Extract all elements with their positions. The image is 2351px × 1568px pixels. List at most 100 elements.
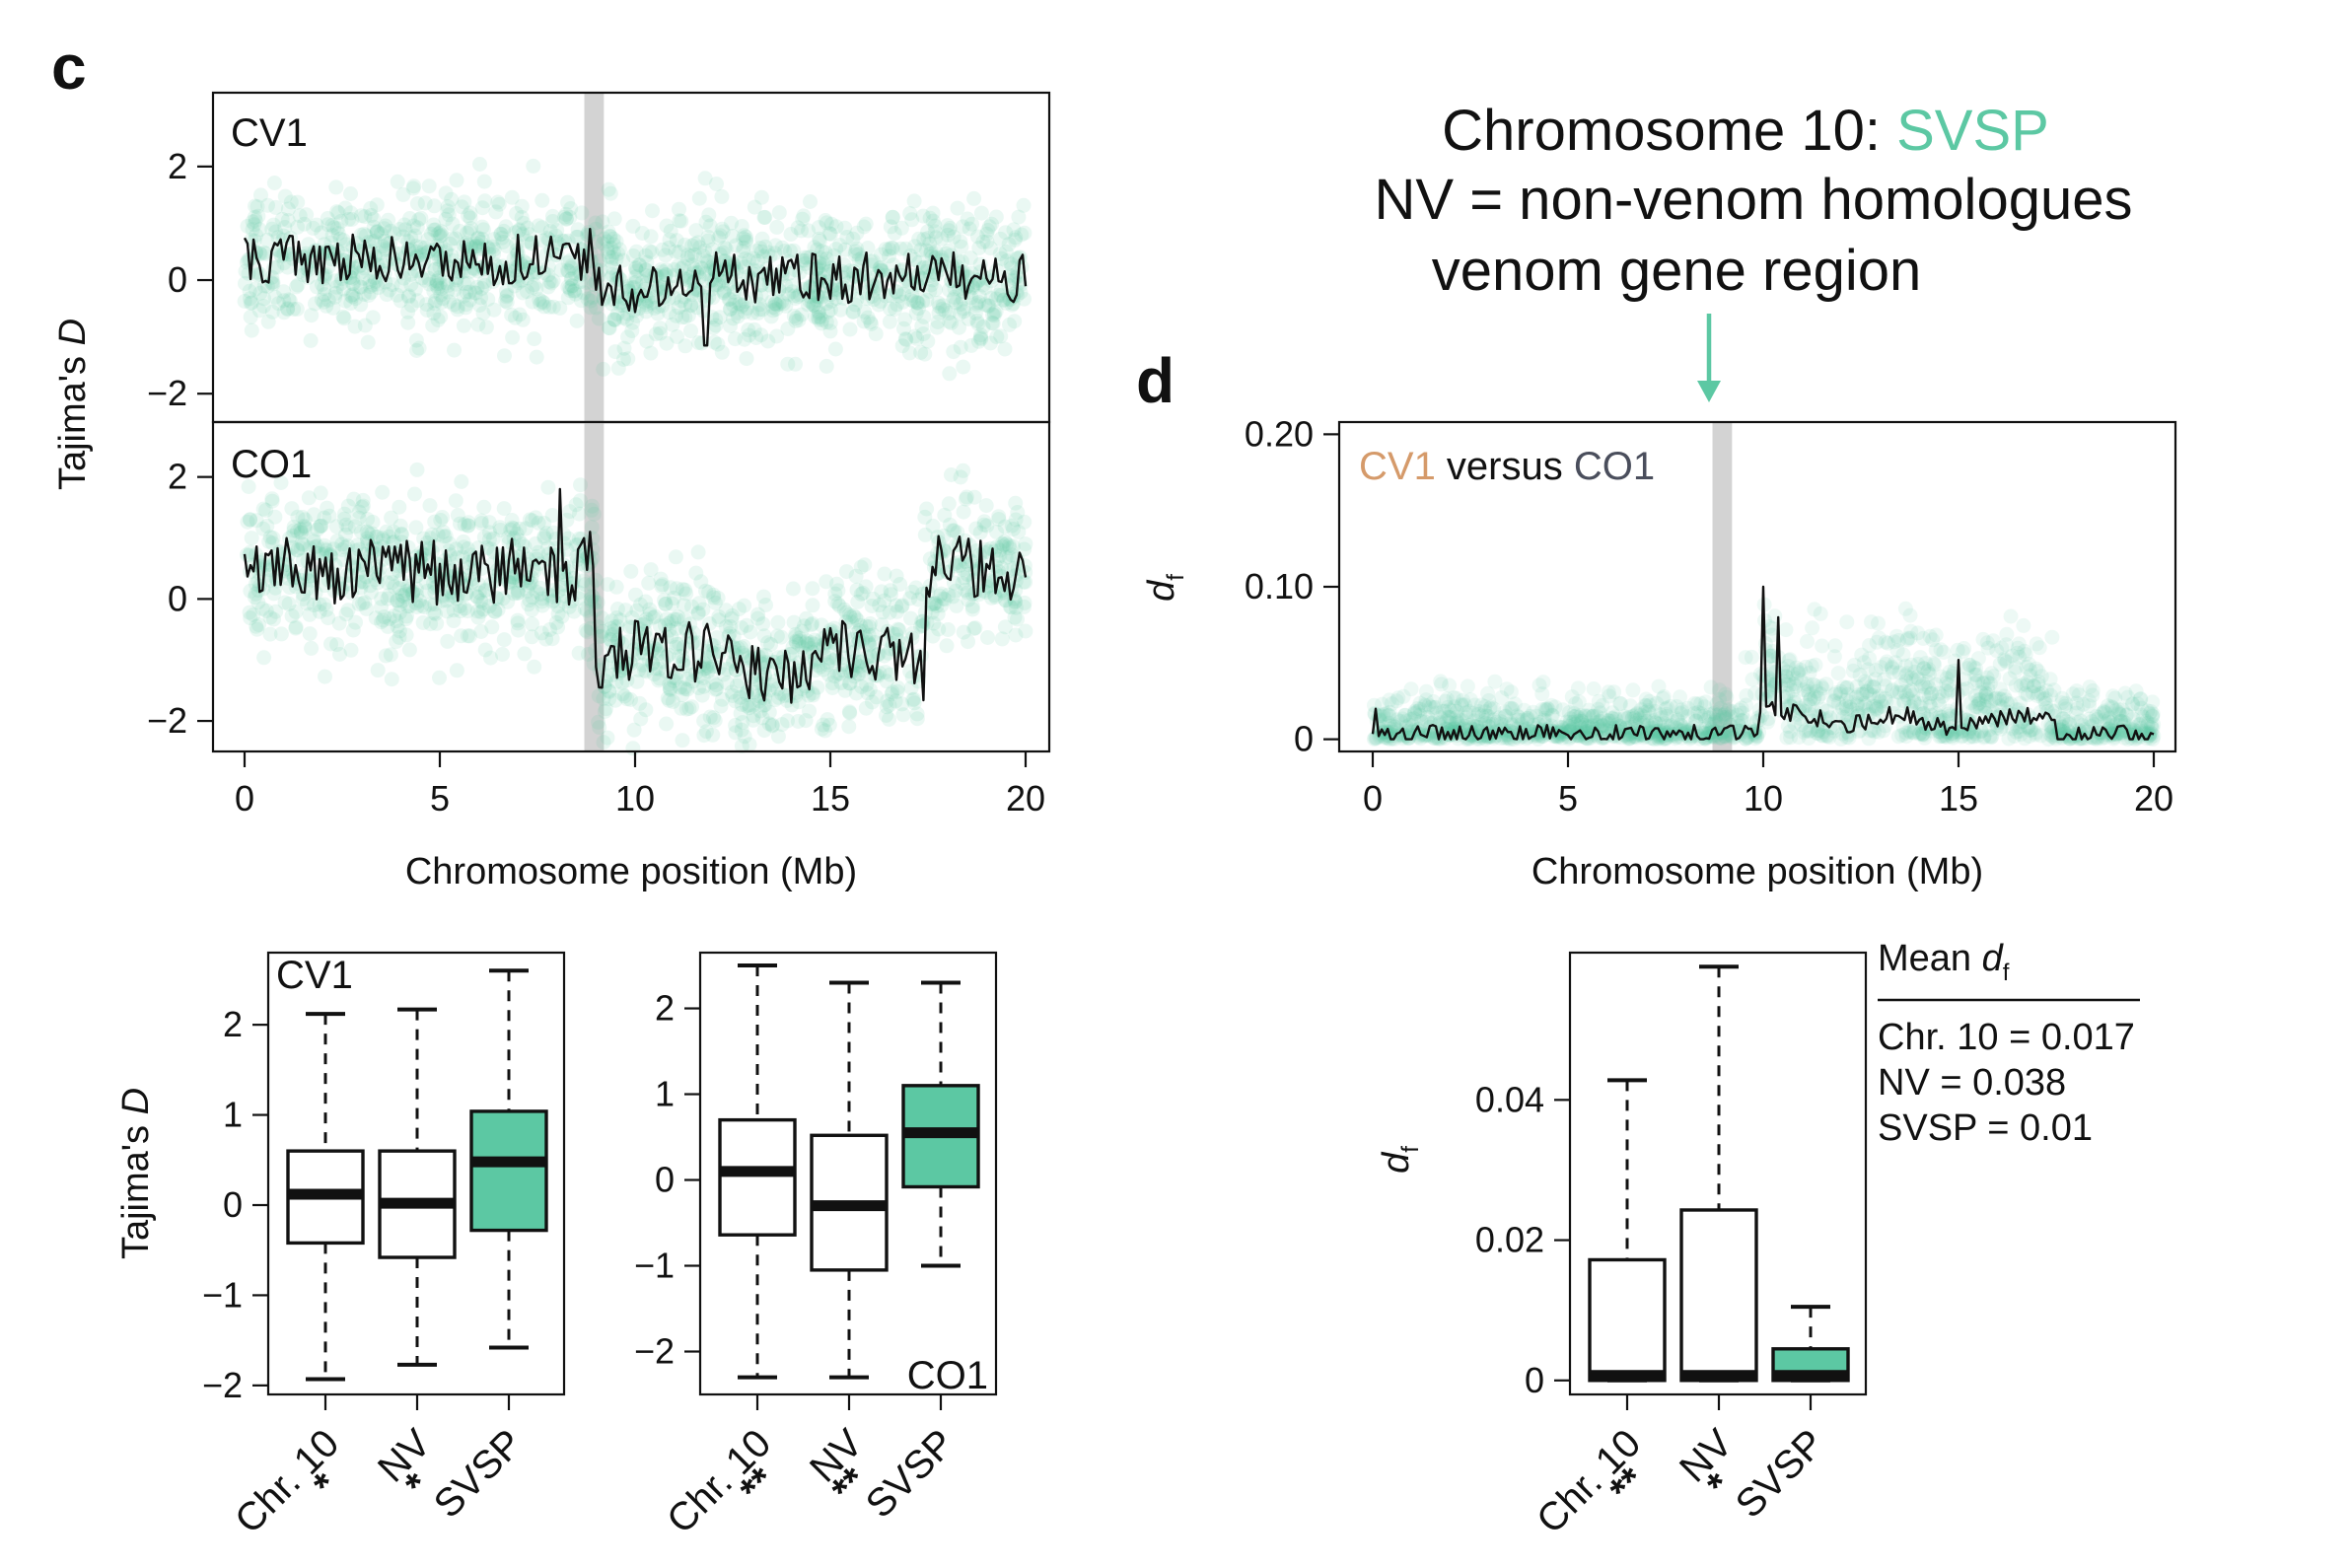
data-point — [486, 242, 502, 257]
data-point — [928, 230, 944, 246]
data-point — [454, 199, 469, 215]
data-point — [474, 200, 490, 216]
annotation-line-1: Chromosome 10: SVSP — [1442, 99, 2049, 163]
data-point — [950, 200, 965, 216]
x-tick-label: 15 — [811, 778, 850, 819]
data-point — [516, 215, 532, 231]
data-point — [754, 231, 770, 247]
data-point — [534, 220, 550, 236]
data-point — [837, 220, 853, 236]
data-point — [746, 250, 761, 266]
data-point — [292, 208, 308, 224]
data-point — [952, 306, 967, 321]
data-point — [645, 609, 661, 625]
data-point — [632, 695, 648, 711]
data-point — [826, 248, 842, 263]
data-point — [687, 247, 702, 262]
data-point — [847, 297, 863, 313]
data-point — [330, 226, 346, 242]
data-point — [789, 311, 805, 325]
data-point — [797, 252, 813, 268]
data-point — [321, 217, 336, 233]
y-axis: 210−1−2 — [202, 1004, 268, 1405]
box-nv — [810, 980, 889, 1380]
data-point — [423, 226, 439, 242]
data-point — [919, 243, 934, 258]
data-point — [576, 285, 592, 301]
data-point — [528, 535, 543, 551]
data-point — [571, 506, 587, 522]
data-point — [997, 341, 1013, 357]
y-tick-label: −2 — [202, 1365, 243, 1405]
data-point — [898, 331, 914, 347]
data-point — [966, 190, 982, 206]
data-point — [928, 282, 943, 298]
data-point — [510, 615, 526, 631]
data-point — [363, 285, 379, 300]
data-point — [853, 559, 869, 575]
data-point — [916, 309, 932, 324]
data-point — [314, 292, 329, 308]
data-point — [774, 294, 790, 310]
data-point — [913, 243, 929, 257]
data-point — [626, 275, 642, 291]
data-point — [515, 312, 531, 327]
data-point — [919, 292, 935, 308]
data-point — [917, 346, 933, 362]
annotation-arrow — [1697, 314, 1721, 402]
data-point — [430, 312, 446, 327]
box-svsp — [469, 968, 548, 1350]
data-point — [2046, 682, 2062, 698]
data-point — [345, 276, 361, 292]
data-point — [887, 226, 902, 241]
boxplot-tajima-co1: 210−1−2 Chr. 10** NV**SVSP CO1 — [634, 951, 998, 1542]
data-point — [907, 328, 923, 344]
data-point — [909, 330, 925, 346]
data-point — [608, 251, 624, 267]
data-point — [1467, 697, 1482, 713]
data-point — [445, 216, 461, 232]
data-point — [370, 663, 386, 678]
data-point — [982, 241, 998, 256]
data-point — [485, 239, 501, 254]
data-point — [932, 299, 948, 315]
data-point — [400, 234, 416, 249]
data-point — [608, 579, 624, 595]
data-point — [952, 320, 966, 335]
data-point — [463, 205, 478, 221]
data-point — [569, 313, 585, 328]
data-point — [643, 229, 659, 245]
data-point — [498, 293, 514, 309]
data-point — [788, 629, 804, 645]
data-point — [534, 192, 550, 208]
data-point — [302, 606, 318, 622]
data-point — [786, 243, 802, 258]
data-point — [930, 315, 946, 329]
data-point — [956, 463, 971, 478]
plot-tajima-co1: 20−2 0 5 10 15 20 CO1 Chromosome position (M… — [147, 420, 1051, 892]
data-point — [858, 579, 874, 595]
data-point — [317, 287, 332, 303]
data-point — [786, 309, 802, 323]
data-point — [604, 270, 618, 286]
data-point — [1778, 622, 1794, 638]
data-point — [940, 622, 956, 637]
data-point — [607, 313, 623, 328]
data-point — [556, 209, 572, 225]
data-point — [409, 343, 424, 358]
data-point — [701, 207, 717, 223]
data-point — [659, 335, 675, 351]
data-point — [798, 255, 813, 271]
y-tick-label: 0 — [223, 1184, 243, 1225]
data-point — [688, 223, 704, 239]
data-point — [909, 711, 925, 727]
data-point — [839, 564, 854, 580]
y-tick-label: 0.02 — [1475, 1220, 1544, 1260]
data-point — [402, 211, 418, 226]
data-point — [596, 735, 611, 750]
data-point — [488, 204, 504, 220]
data-point — [429, 278, 445, 294]
data-point — [525, 280, 540, 296]
box-chr-10 — [718, 963, 797, 1380]
data-point — [665, 694, 680, 709]
